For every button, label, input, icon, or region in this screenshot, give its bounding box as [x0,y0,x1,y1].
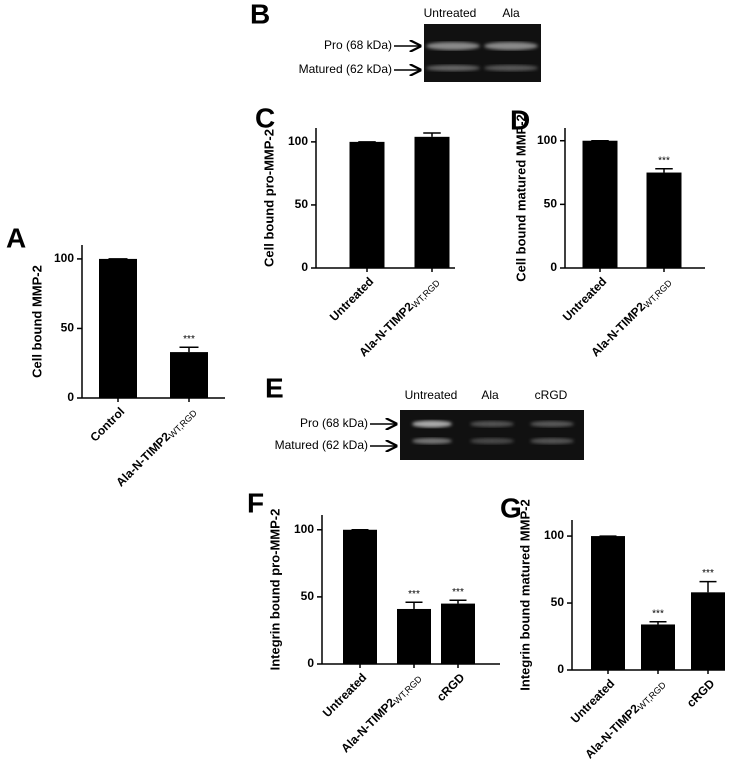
bar [349,141,385,268]
bar [582,140,618,268]
y-axis-label: Cell bound MMP-2 [29,265,44,378]
category-subscript: WT,RGD [636,680,669,713]
band [484,42,538,50]
lane-label: Untreated [424,6,477,20]
panel-label: D [510,104,530,135]
band [470,438,514,444]
band [484,65,538,71]
bar [397,608,431,664]
y-tick-label: 100 [544,528,564,542]
significance: *** [652,608,664,619]
y-tick-label: 100 [294,522,314,536]
gel-image [424,24,541,82]
bar [99,258,137,398]
band-label: Pro (68 kDa) [300,416,368,430]
y-tick-label: 0 [307,656,314,670]
significance: *** [183,334,195,345]
band [530,438,574,444]
band [412,420,452,428]
error-bar [699,580,717,593]
x-tick-label: cRGD [434,670,468,704]
band-label: Matured (62 kDa) [299,62,392,76]
y-tick-label: 100 [288,134,308,148]
gel-b: Untreated Ala Pro (68 kDa) Matured (62 k… [299,6,541,82]
significance: *** [408,589,420,600]
band [426,42,480,50]
y-tick-label: 50 [551,595,565,609]
error-bar [649,621,667,625]
lane-label: Untreated [405,388,458,402]
panel-label: F [247,487,264,518]
y-axis-label: Cell bound matured MMP-2 [513,114,528,282]
significance: *** [452,587,464,598]
significance: *** [658,155,670,166]
y-axis-label: Integrin bound pro-MMP-2 [267,509,282,671]
y-tick-label: 0 [557,662,564,676]
error-bar [405,601,423,609]
lane-label: cRGD [535,388,568,402]
bar [591,536,625,670]
y-tick-label: 50 [61,321,75,335]
error-bar [655,167,673,173]
y-tick-label: 0 [301,260,308,274]
gel-e: Untreated Ala cRGD Pro (68 kDa) Matured … [275,388,584,460]
category-name: Ala-N-TIMP2 [588,299,648,359]
band [412,438,452,444]
band-label: Matured (62 kDa) [275,438,368,452]
panel-label: G [500,492,522,523]
error-bar [449,599,467,604]
category-subscript: WT,RGD [392,674,425,707]
panel-label: A [6,222,26,253]
x-tick-label: Untreated [327,274,377,324]
bar [343,529,377,664]
category-name: Ala-N-TIMP2 [356,299,416,359]
band [530,421,574,427]
bar [641,624,675,670]
panel-label: B [250,0,270,29]
bar [691,592,725,670]
significance: *** [702,568,714,579]
gel-image [400,410,584,460]
x-tick-label: Ala-N-TIMP2WT,RGD [113,404,199,490]
x-tick-label: Untreated [568,676,618,726]
band [470,421,514,427]
y-tick-label: 50 [295,197,309,211]
x-tick-label: Untreated [560,274,610,324]
bar [646,172,682,268]
y-tick-label: 0 [550,260,557,274]
bar [414,136,450,268]
band [426,65,480,71]
y-tick-label: 50 [544,197,558,211]
category-name: Ala-N-TIMP2 [113,429,173,489]
y-axis-label: Integrin bound matured MMP-2 [517,499,532,690]
y-tick-label: 50 [301,589,315,603]
error-bar [423,132,441,137]
y-tick-label: 100 [54,251,74,265]
y-axis-label: Cell bound pro-MMP-2 [261,129,276,267]
error-bar [179,346,199,353]
category-name: Ala-N-TIMP2 [338,695,398,755]
y-tick-label: 100 [537,133,557,147]
bar [170,352,208,398]
x-tick-label: cRGD [684,676,718,710]
panel-label: E [265,372,284,403]
bar [441,603,475,664]
category-subscript: WT,RGD [410,278,443,311]
lane-label: Ala [502,6,520,20]
category-subscript: WT,RGD [642,278,675,311]
y-tick-label: 0 [67,390,74,404]
category-subscript: WT,RGD [167,408,200,441]
lane-label: Ala [481,388,499,402]
panel-label: C [255,102,275,133]
x-tick-label: Control [87,404,127,444]
x-tick-label: Untreated [320,670,370,720]
band-label: Pro (68 kDa) [324,38,392,52]
